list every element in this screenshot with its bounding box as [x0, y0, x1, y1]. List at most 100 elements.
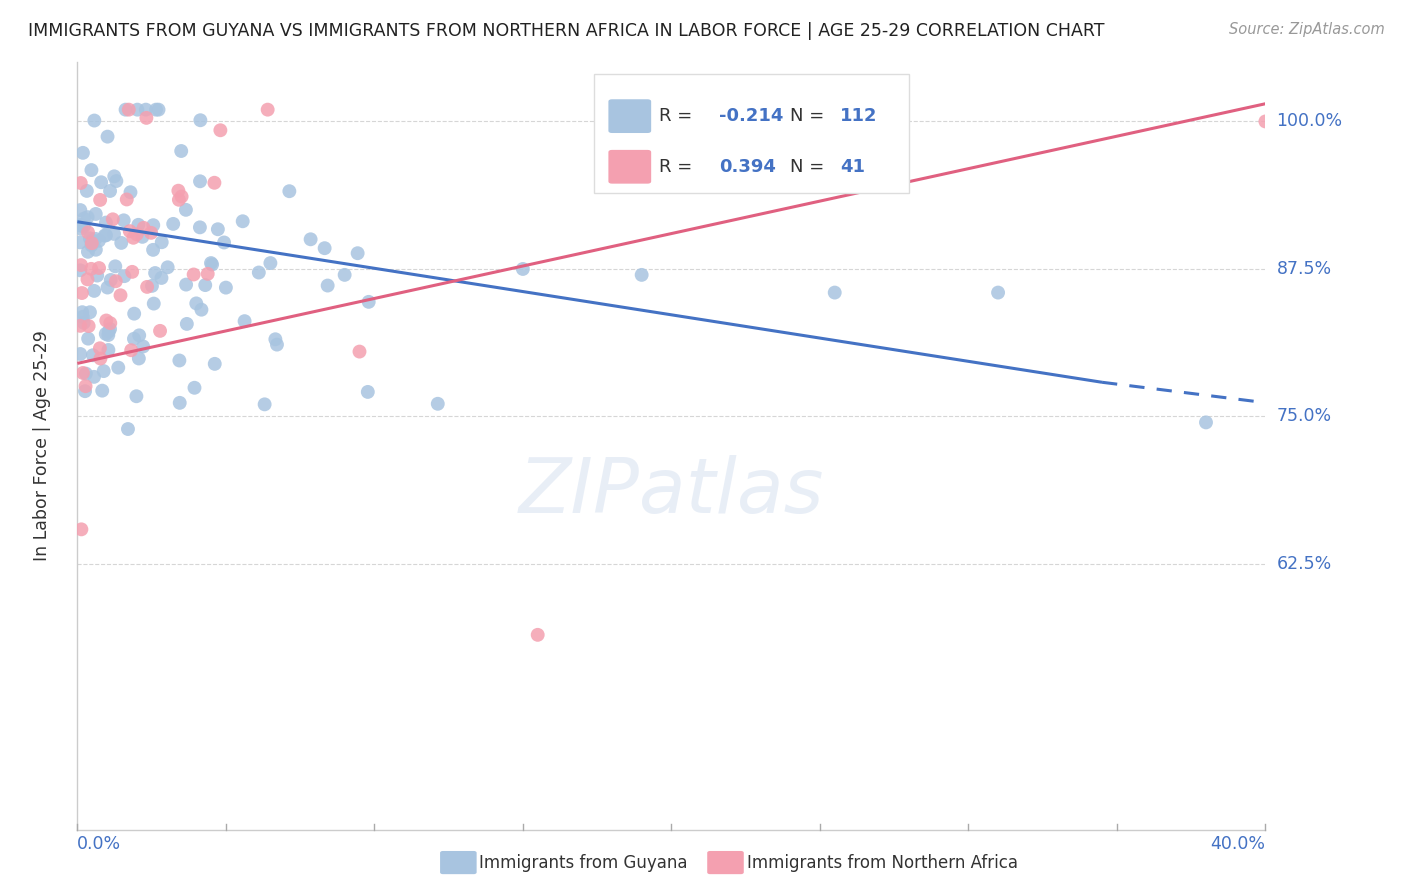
Point	[96, 313, 118, 327]
Point	[357, 294, 380, 309]
Point	[98, 322, 121, 336]
Point	[299, 232, 322, 246]
Point	[76, 210, 98, 224]
Point	[90, 175, 112, 189]
FancyBboxPatch shape	[609, 99, 651, 133]
Point	[69, 219, 91, 233]
Point	[188, 174, 211, 188]
Point	[125, 227, 148, 242]
Point	[73, 316, 96, 330]
Point	[103, 169, 125, 184]
Text: 62.5%: 62.5%	[1277, 555, 1331, 573]
Point	[204, 357, 226, 371]
Point	[512, 262, 534, 277]
Point	[1254, 114, 1277, 128]
Point	[115, 193, 138, 207]
Point	[264, 332, 287, 346]
Point	[125, 389, 148, 403]
Point	[143, 266, 166, 280]
Point	[169, 353, 191, 368]
Text: 87.5%: 87.5%	[1277, 260, 1331, 278]
Text: 75.0%: 75.0%	[1277, 408, 1331, 425]
Point	[80, 238, 103, 252]
Point	[96, 280, 118, 294]
Point	[84, 243, 107, 257]
Point	[72, 366, 94, 380]
Point	[197, 267, 219, 281]
Point	[77, 225, 100, 239]
Point	[136, 280, 159, 294]
Text: -0.214: -0.214	[718, 107, 783, 125]
Point	[89, 351, 111, 366]
Text: 0.394: 0.394	[718, 158, 776, 176]
Point	[91, 384, 114, 398]
Point	[526, 628, 548, 642]
Point	[73, 211, 96, 226]
Point	[96, 129, 118, 144]
Point	[132, 220, 155, 235]
Point	[118, 224, 141, 238]
Point	[278, 184, 301, 198]
Point	[127, 218, 149, 232]
Point	[73, 384, 96, 399]
Point	[70, 286, 93, 301]
Point	[259, 256, 281, 270]
Point	[104, 260, 127, 274]
Point	[167, 184, 190, 198]
Point	[128, 351, 150, 366]
Point	[207, 222, 229, 236]
Point	[70, 218, 93, 232]
Point	[89, 341, 111, 355]
Point	[94, 326, 117, 341]
Point	[349, 344, 371, 359]
Point	[75, 367, 97, 381]
Point	[183, 268, 205, 282]
Point	[86, 268, 108, 283]
Point	[139, 226, 162, 240]
Point	[156, 260, 179, 275]
Point	[118, 103, 141, 117]
Point	[1195, 416, 1218, 430]
Point	[150, 271, 173, 285]
Point	[233, 314, 256, 328]
Point	[145, 103, 167, 117]
Point	[94, 228, 117, 243]
Point	[83, 284, 105, 298]
Point	[987, 285, 1010, 300]
Point	[77, 319, 100, 334]
Point	[75, 379, 97, 393]
Point	[110, 235, 132, 250]
Point	[87, 261, 110, 276]
Point	[120, 343, 142, 358]
Point	[333, 268, 356, 282]
Point	[135, 103, 157, 117]
Point	[141, 278, 163, 293]
Text: In Labor Force | Age 25-29: In Labor Force | Age 25-29	[32, 331, 51, 561]
Point	[142, 218, 165, 232]
Point	[69, 347, 91, 361]
Point	[174, 202, 197, 217]
Point	[215, 280, 238, 294]
Point	[212, 235, 235, 250]
Point	[83, 369, 105, 384]
Text: N =: N =	[790, 158, 824, 176]
FancyBboxPatch shape	[609, 150, 651, 184]
Point	[112, 213, 135, 227]
Point	[89, 193, 111, 207]
Point	[105, 174, 128, 188]
Point	[346, 246, 368, 260]
Point	[69, 176, 91, 190]
Point	[69, 263, 91, 277]
Point	[80, 261, 103, 276]
Point	[314, 241, 336, 255]
Point	[94, 216, 117, 230]
Point	[204, 176, 226, 190]
Point	[186, 296, 208, 310]
Point	[69, 235, 91, 250]
Point	[209, 123, 232, 137]
Point	[167, 193, 190, 207]
Text: Source: ZipAtlas.com: Source: ZipAtlas.com	[1229, 22, 1385, 37]
Point	[98, 316, 121, 330]
Point	[110, 288, 132, 302]
Point	[131, 230, 153, 244]
